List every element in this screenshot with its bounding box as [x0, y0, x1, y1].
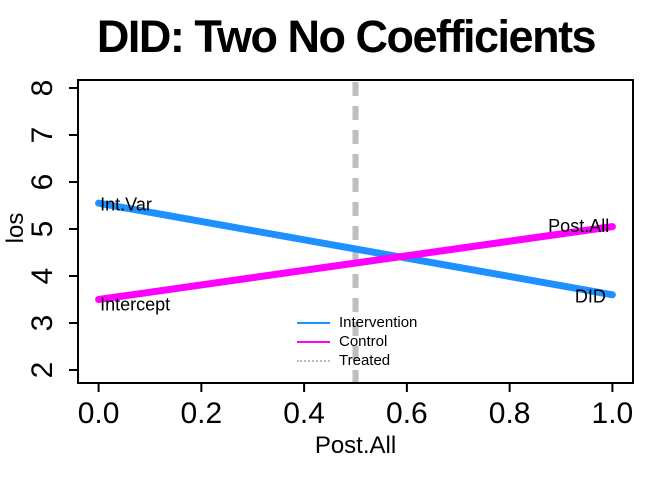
y-tick-label: 3 — [26, 315, 59, 332]
y-tick-label: 2 — [26, 362, 59, 379]
x-tick-label: 0.2 — [181, 397, 223, 430]
x-tick-label: 0.8 — [489, 397, 531, 430]
chart-title: DID: Two No Coefficients — [96, 11, 597, 62]
legend-label-control: Control — [339, 333, 388, 350]
legend-label-treated: Treated — [339, 352, 391, 369]
x-tick-label: 1.0 — [592, 397, 634, 430]
y-tick-label: 5 — [26, 221, 59, 238]
y-tick-label: 4 — [26, 268, 59, 285]
annotation-int-var: Int.Var — [100, 194, 152, 214]
series-line-intervention — [95, 199, 616, 299]
y-tick-label: 8 — [26, 80, 59, 97]
y-tick-label: 6 — [26, 174, 59, 191]
legend-item-treated: Treated — [297, 351, 417, 370]
legend-item-control: Control — [297, 332, 417, 351]
legend-swatch-intervention — [297, 321, 330, 324]
x-tick-label: 0.0 — [78, 397, 120, 430]
y-tick-label: 7 — [26, 127, 59, 144]
annotation-intercept: Intercept — [100, 295, 170, 315]
x-axis-title: Post.All — [314, 432, 397, 459]
annotation-did: DID — [575, 287, 606, 307]
legend-item-intervention: Intervention — [297, 313, 417, 332]
series-line-control — [95, 223, 616, 303]
annotation-post-all: Post.All — [548, 216, 609, 236]
x-tick-label: 0.6 — [386, 397, 428, 430]
chart-legend: Intervention Control Treated — [297, 313, 417, 370]
legend-label-intervention: Intervention — [339, 314, 418, 331]
legend-swatch-treated — [297, 359, 330, 362]
plot-border — [77, 79, 634, 384]
legend-swatch-control — [297, 340, 330, 343]
x-tick-label: 0.4 — [283, 397, 325, 430]
